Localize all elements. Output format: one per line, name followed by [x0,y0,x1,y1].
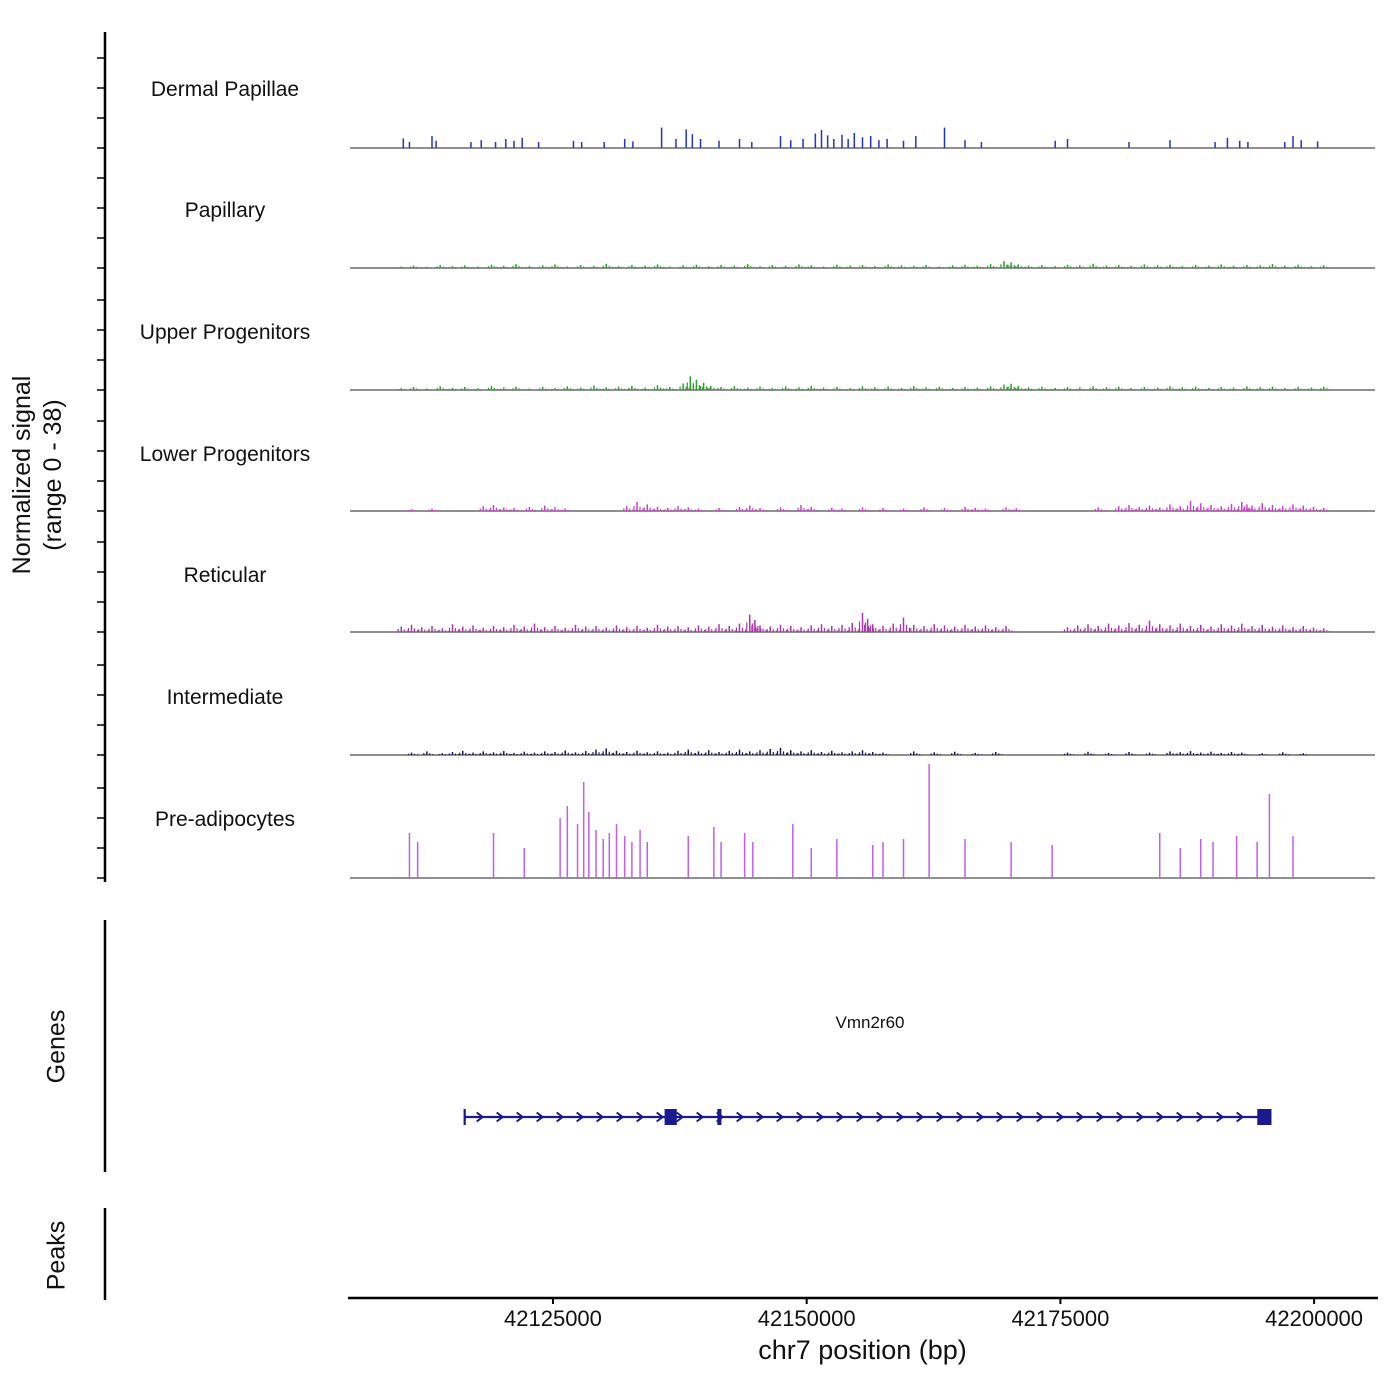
y-axis-label: Normalized signal (range 0 - 38) [6,225,70,725]
gene-strand-arrow [836,1111,845,1123]
x-tick-label: 42175000 [1011,1306,1110,1331]
gene-strand-arrow [1196,1111,1205,1123]
gene-strand-arrow [1176,1111,1185,1123]
gene-strand-arrow [616,1111,625,1123]
gene-strand-arrow [576,1111,585,1123]
gene-strand-arrow [1156,1111,1165,1123]
gene-strand-arrow [856,1111,865,1123]
genes-section-label: Genes [42,1009,71,1084]
gene-exon [664,1109,677,1125]
x-tick-label: 42150000 [757,1306,856,1331]
gene-strand-arrow [796,1111,805,1123]
gene-strand-arrow [636,1111,645,1123]
gene-strand-arrow [1036,1111,1045,1123]
gene-strand-arrow [916,1111,925,1123]
gene-strand-arrow [1116,1111,1125,1123]
gene-strand-arrow [1216,1111,1225,1123]
y-axis-label-line1: Normalized signal [7,375,36,575]
gene-exon [717,1109,722,1125]
track-label-intermediate: Intermediate [166,686,284,709]
gene-strand-arrow [1096,1111,1105,1123]
track-label-upper-progenitors: Upper Progenitors [139,321,311,344]
gene-strand-arrow [556,1111,565,1123]
gene-strand-arrow [996,1111,1005,1123]
gene-strand-arrow [976,1111,985,1123]
gene-name-label: Vmn2r60 [835,1013,905,1032]
gene-strand-arrow [756,1111,765,1123]
gene-strand-arrow [1136,1111,1145,1123]
gene-strand-arrow [516,1111,525,1123]
gene-strand-arrow [696,1111,705,1123]
gene-strand-arrow [1016,1111,1025,1123]
x-tick-label: 42125000 [504,1306,602,1331]
y-axis-label-line2: (range 0 - 38) [39,399,67,551]
x-axis-title: chr7 position (bp) [758,1335,967,1365]
gene-strand-arrow [776,1111,785,1123]
gene-strand-arrow [736,1111,745,1123]
track-label-reticular: Reticular [183,564,267,587]
gene-strand-arrow [896,1111,905,1123]
gene-strand-arrow [876,1111,885,1123]
gene-strand-arrow [956,1111,965,1123]
x-axis-tick-labels: 42125000 42150000 42175000 42200000 [0,1306,1400,1336]
track-label-lower-progenitors: Lower Progenitors [139,443,311,466]
gene-strand-arrow [656,1111,665,1123]
gene-strand-arrow [496,1111,505,1123]
gene-strand-arrow [816,1111,825,1123]
gene-strand-arrow [596,1111,605,1123]
track-label-papillary: Papillary [184,199,266,222]
gene-strand-arrow [1076,1111,1085,1123]
track-label-dermal-papillae: Dermal Papillae [150,78,300,101]
gene-strand-arrow [476,1111,485,1123]
gene-strand-arrow [536,1111,545,1123]
gene-exon [1257,1109,1272,1125]
gene-strand-arrow [676,1111,685,1123]
gene-strand-arrow [1056,1111,1065,1123]
gene-strand-arrow [1236,1111,1245,1123]
gene-strand-arrow [936,1111,945,1123]
x-tick-label: 42200000 [1265,1306,1364,1331]
track-label-pre-adipocytes: Pre-adipocytes [154,808,296,831]
